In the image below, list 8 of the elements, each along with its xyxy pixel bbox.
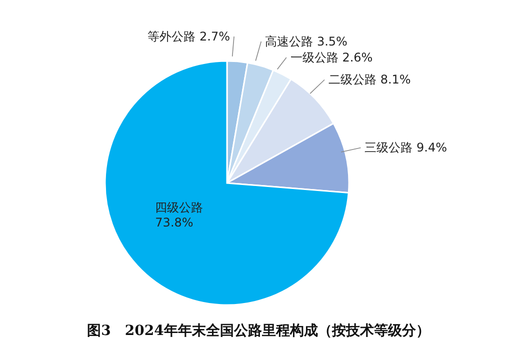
slice-label: 一级公路 2.6%	[290, 50, 373, 65]
slice-label: 四级公路	[155, 200, 204, 214]
slice-label: 二级公路 8.1%	[328, 72, 411, 87]
data-label: 73.8%	[155, 215, 194, 230]
slice-label: 等外公路 2.7%	[148, 30, 230, 44]
slice-label: 高速公路 3.5%	[265, 34, 348, 49]
slice-label: 三级公路 9.4%	[364, 140, 448, 155]
text: 图3 2024年年末全国公路里程构成（按技术等级分）	[86, 322, 431, 340]
